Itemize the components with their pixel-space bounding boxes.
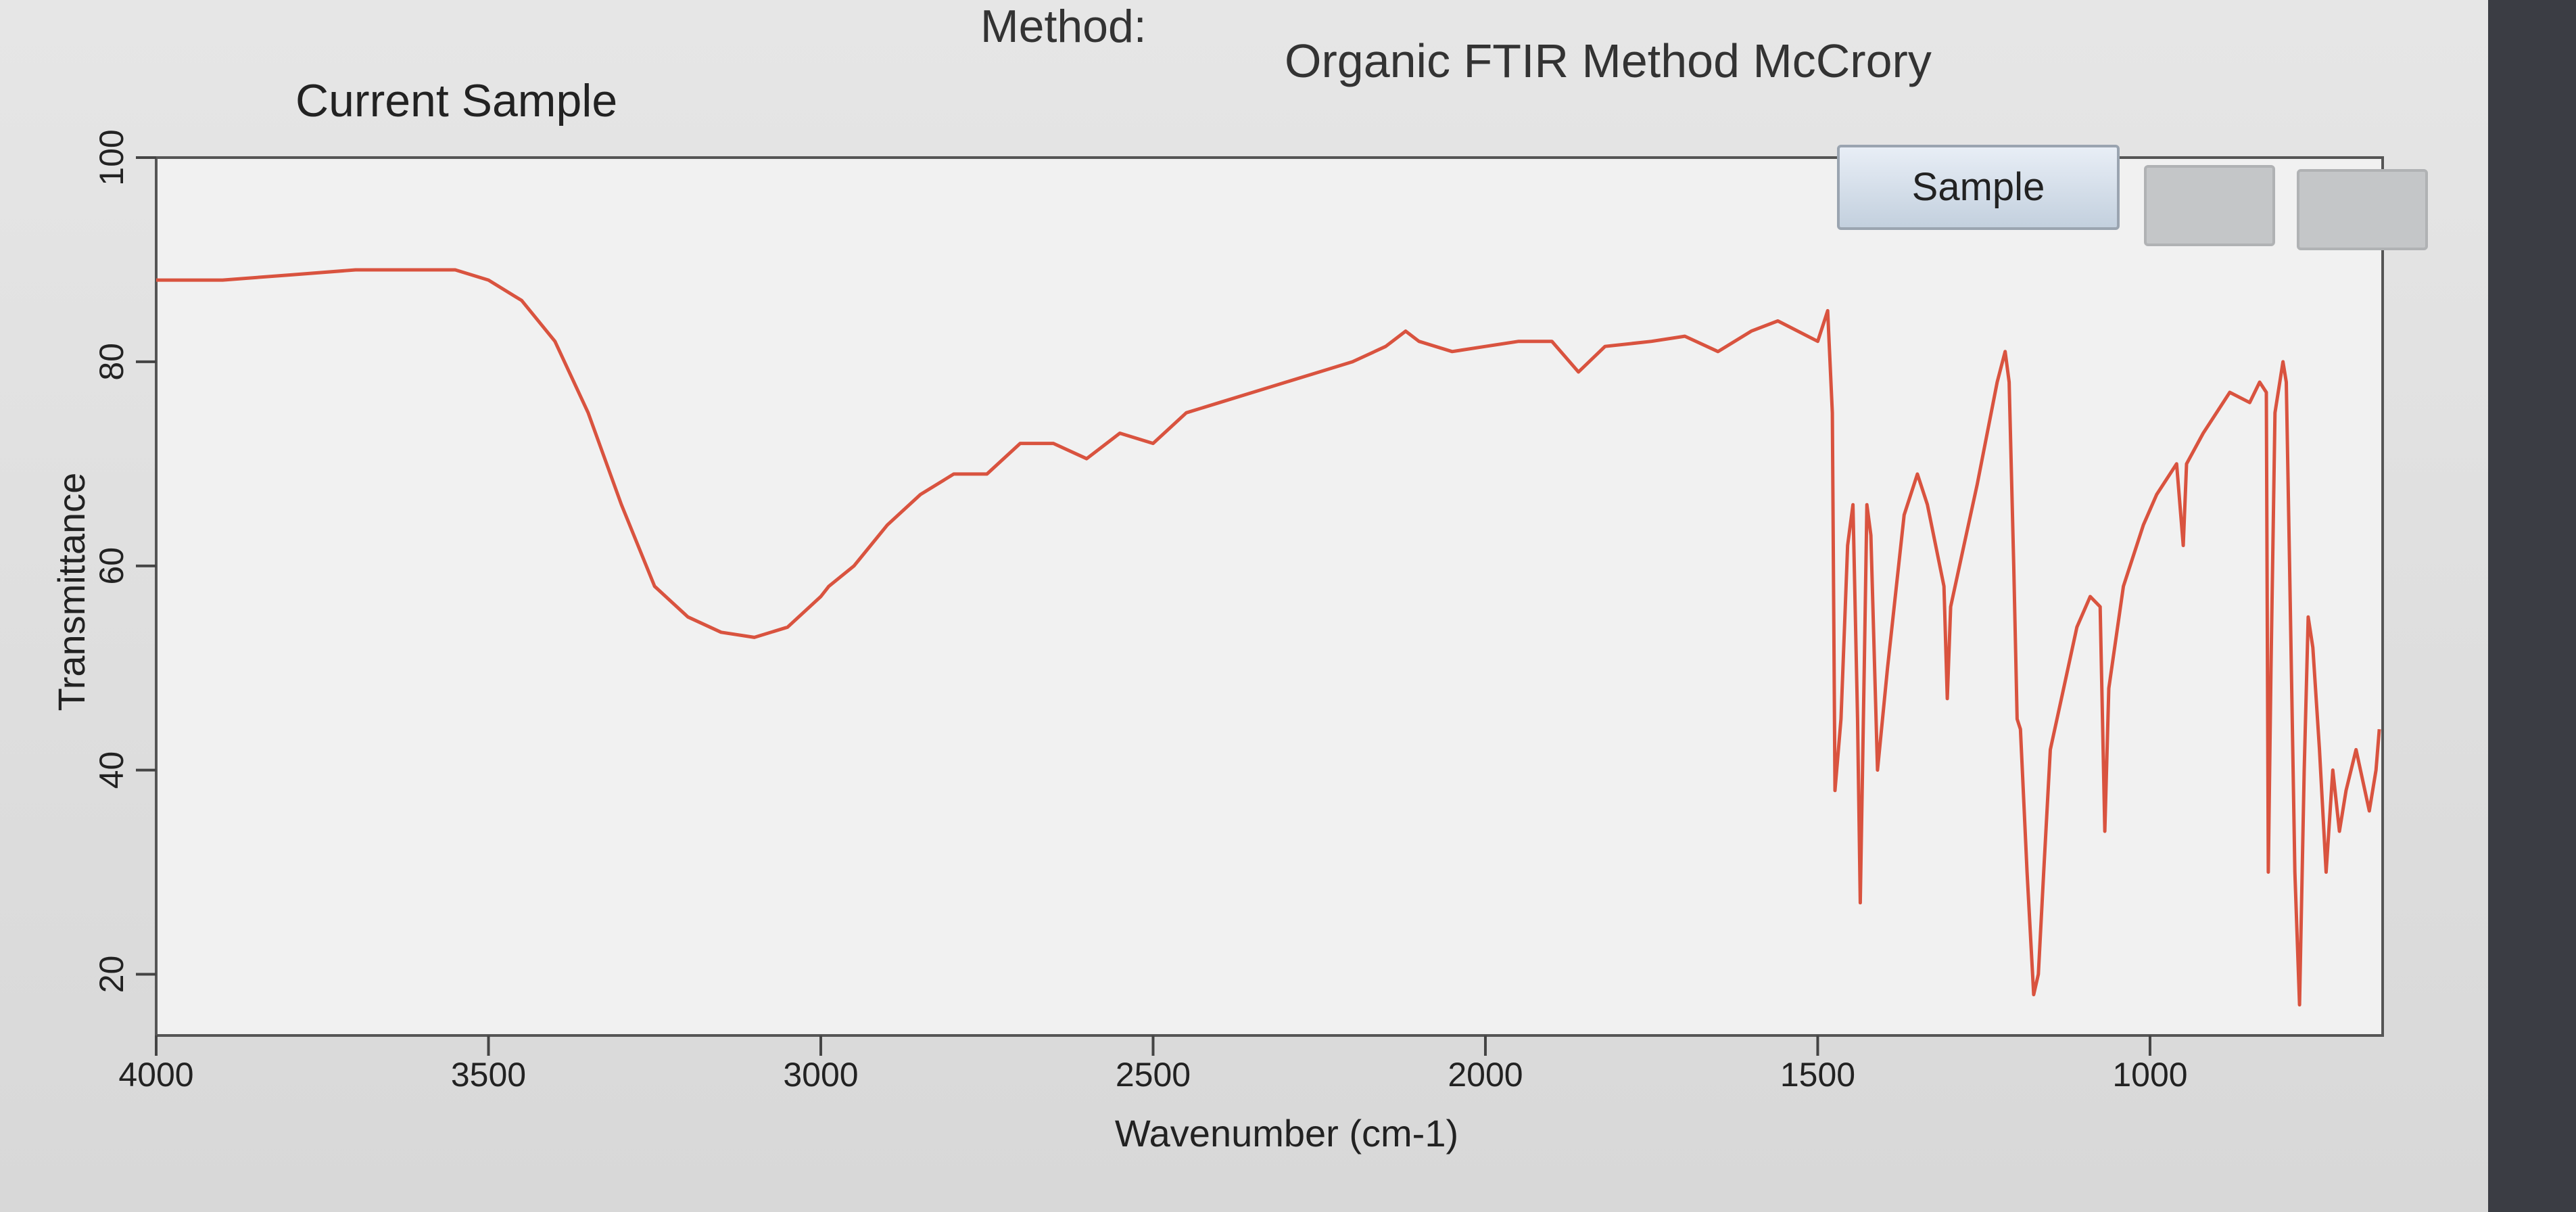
sample-button[interactable]: Sample [1837,145,2120,230]
back-button[interactable] [2144,165,2275,246]
y-tick-label: 60 [93,547,130,585]
x-tick-label: 2500 [1116,1056,1191,1094]
x-tick-label: 3500 [451,1056,526,1094]
y-tick-label: 80 [93,343,130,381]
y-tick-label: 40 [93,751,130,789]
x-tick-label: 2000 [1448,1056,1523,1094]
y-axis-label: Transmittance [50,473,93,712]
x-tick-label: 4000 [118,1056,193,1094]
x-tick-label: 3000 [783,1056,858,1094]
method-name: Organic FTIR Method McCrory [1285,34,1932,87]
button-label: Sample [1911,165,2045,209]
spectrum-line [156,268,2381,1007]
forward-button[interactable] [2297,169,2428,250]
y-tick-label: 20 [93,956,130,994]
y-tick-label: 100 [93,129,130,185]
method-label: Method: [980,1,1147,52]
x-axis-label: Wavenumber (cm-1) [1115,1112,1458,1155]
panel-title: Current Sample [295,75,618,126]
screen-edge [2488,0,2576,1212]
plot-area [155,156,2384,1037]
x-tick-label: 1500 [1780,1056,1855,1094]
x-tick-label: 1000 [2112,1056,2187,1094]
